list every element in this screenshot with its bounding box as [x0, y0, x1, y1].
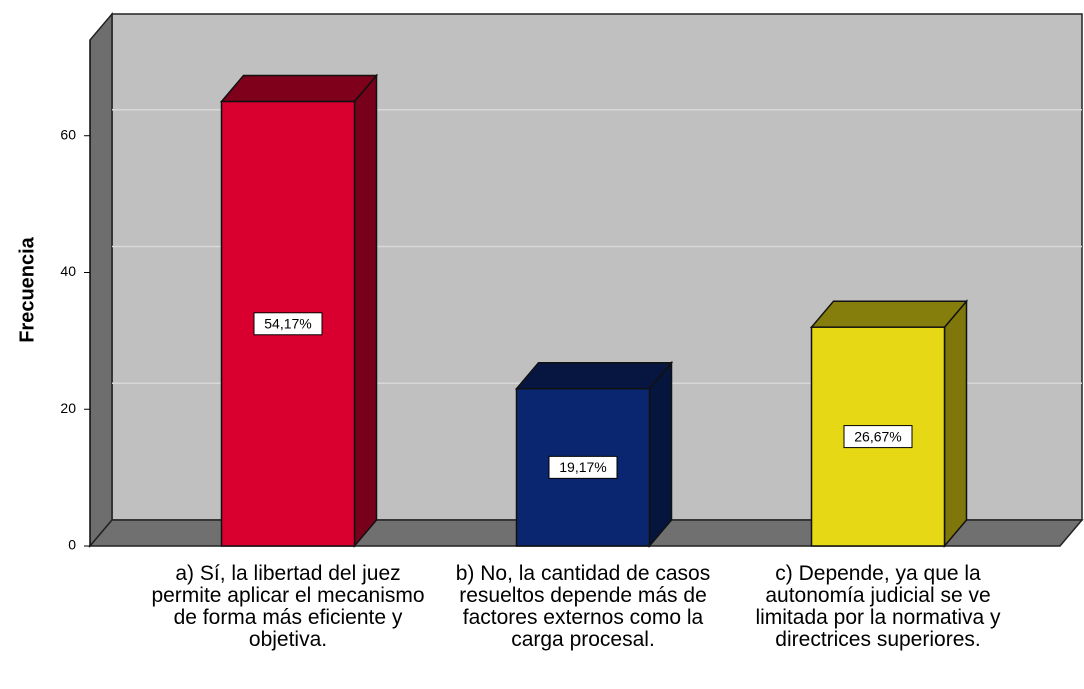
- y-tick-label: 20: [60, 400, 76, 416]
- data-label: 54,17%: [264, 315, 311, 331]
- bar: [515, 387, 651, 547]
- x-tick-label: b) No, la cantidad de casos resueltos de…: [455, 562, 711, 651]
- y-tick-label: 60: [60, 126, 76, 142]
- data-label: 26,67%: [854, 428, 901, 444]
- x-tick-label: c) Depende, ya que la autonomía judicial…: [755, 562, 1001, 651]
- data-label-box: [843, 425, 913, 449]
- bar-top: [219, 74, 379, 103]
- data-label-box: [253, 312, 323, 336]
- data-label-box: [548, 455, 618, 479]
- data-label: 19,17%: [559, 459, 606, 475]
- bar-side: [648, 360, 673, 549]
- bar-top: [514, 361, 674, 390]
- left-wall: [89, 11, 113, 549]
- bar-side: [353, 73, 378, 549]
- y-axis-label: Frecuencia: [16, 236, 38, 342]
- x-tick-label: a) Sí, la libertad del juez permite apli…: [151, 562, 425, 651]
- y-tick-label: 0: [68, 537, 76, 553]
- y-tick-label: 40: [60, 263, 76, 279]
- bar-top: [809, 300, 969, 328]
- bar-side: [943, 299, 968, 549]
